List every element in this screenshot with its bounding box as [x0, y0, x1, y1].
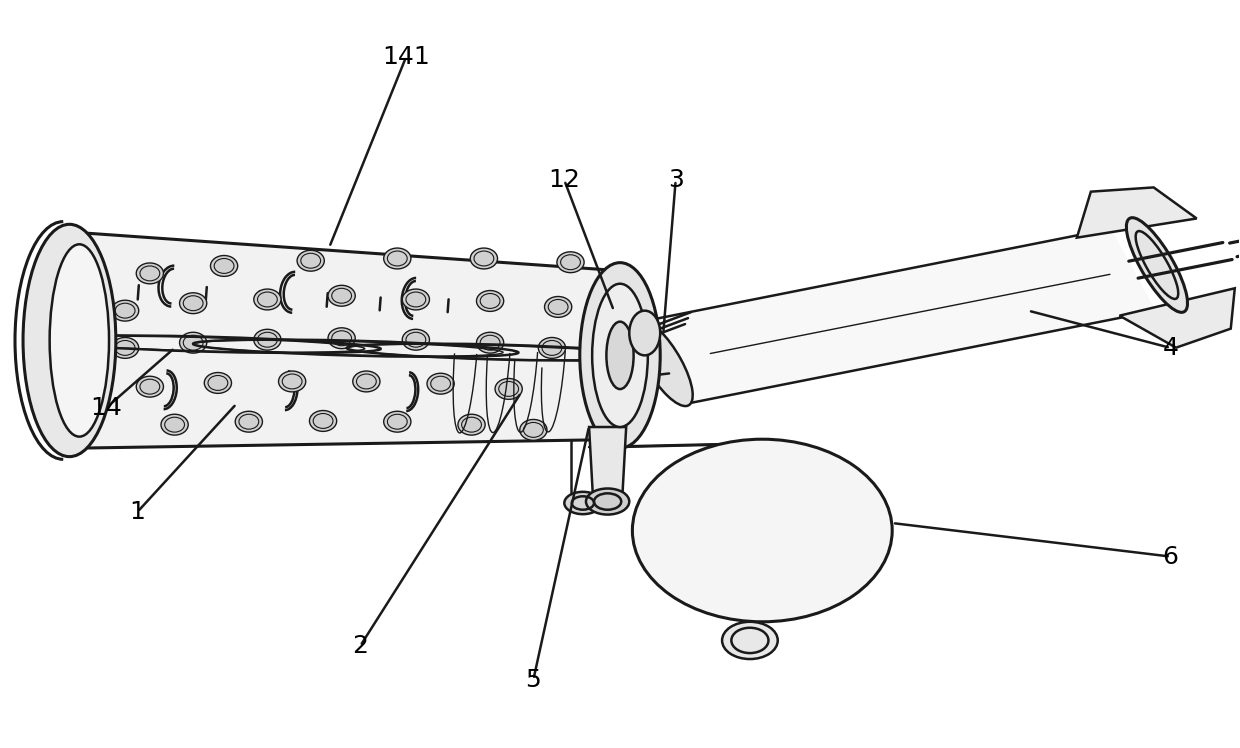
Text: 14: 14	[91, 396, 123, 420]
Ellipse shape	[180, 332, 207, 353]
Ellipse shape	[236, 411, 263, 432]
Ellipse shape	[254, 329, 281, 350]
Ellipse shape	[538, 337, 565, 358]
Ellipse shape	[329, 285, 355, 306]
Ellipse shape	[383, 411, 410, 432]
Ellipse shape	[254, 289, 281, 310]
Ellipse shape	[329, 328, 355, 349]
Ellipse shape	[520, 420, 547, 441]
Polygon shape	[62, 233, 626, 448]
Ellipse shape	[112, 300, 139, 321]
Ellipse shape	[564, 492, 601, 514]
Ellipse shape	[211, 256, 238, 276]
Ellipse shape	[470, 248, 497, 269]
Ellipse shape	[544, 296, 572, 317]
Ellipse shape	[606, 322, 634, 389]
Ellipse shape	[310, 411, 337, 432]
Ellipse shape	[476, 332, 503, 353]
Ellipse shape	[593, 283, 647, 427]
Ellipse shape	[722, 622, 777, 659]
Ellipse shape	[629, 310, 660, 355]
Ellipse shape	[557, 252, 584, 273]
Ellipse shape	[604, 358, 629, 386]
Text: 1: 1	[129, 500, 145, 524]
Polygon shape	[589, 427, 626, 494]
Ellipse shape	[580, 263, 660, 448]
Ellipse shape	[161, 414, 188, 435]
Text: 12: 12	[548, 168, 580, 192]
Ellipse shape	[476, 290, 503, 311]
Ellipse shape	[24, 224, 115, 456]
Ellipse shape	[180, 292, 207, 313]
Text: 3: 3	[667, 168, 683, 192]
Ellipse shape	[632, 439, 893, 622]
Polygon shape	[641, 229, 1156, 404]
Ellipse shape	[352, 371, 379, 392]
Polygon shape	[1076, 188, 1197, 238]
Text: 141: 141	[382, 46, 430, 70]
Text: 4: 4	[1163, 336, 1178, 360]
Text: 5: 5	[526, 667, 542, 692]
Ellipse shape	[205, 373, 232, 393]
Ellipse shape	[383, 248, 410, 269]
Text: 6: 6	[1163, 545, 1178, 568]
Ellipse shape	[136, 376, 164, 397]
Ellipse shape	[634, 319, 693, 406]
Ellipse shape	[402, 289, 429, 310]
Ellipse shape	[279, 371, 306, 392]
Polygon shape	[1120, 288, 1235, 348]
Ellipse shape	[402, 329, 429, 350]
Ellipse shape	[50, 245, 109, 437]
Ellipse shape	[136, 263, 164, 283]
Text: 2: 2	[352, 634, 368, 658]
Ellipse shape	[1126, 218, 1188, 313]
Ellipse shape	[298, 251, 325, 272]
Ellipse shape	[112, 337, 139, 358]
Ellipse shape	[427, 373, 454, 394]
Ellipse shape	[458, 414, 485, 435]
Ellipse shape	[587, 488, 629, 515]
Ellipse shape	[495, 378, 522, 399]
